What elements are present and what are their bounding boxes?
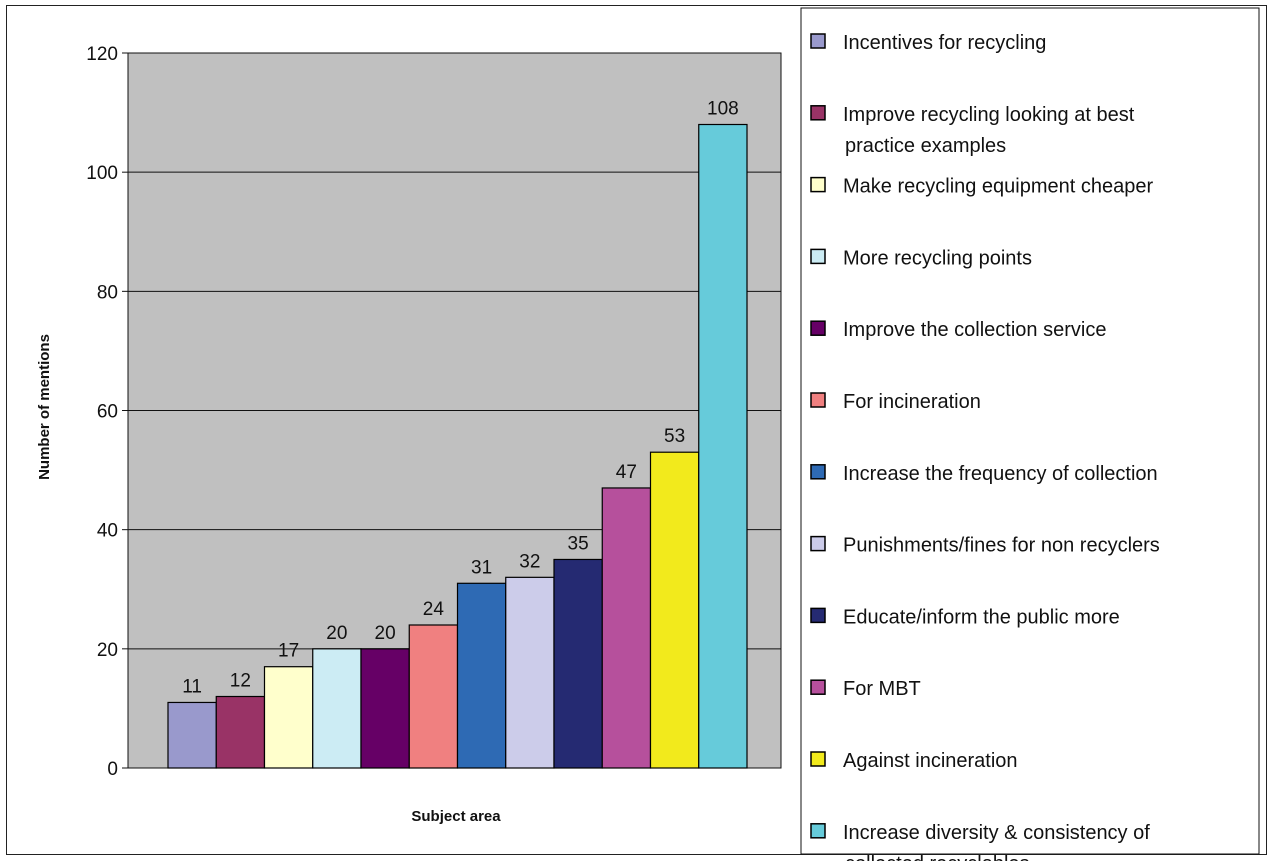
legend-swatch [810, 823, 826, 839]
bar [456, 582, 507, 769]
data-label: 47 [616, 462, 637, 483]
bars [167, 123, 748, 769]
legend-swatch [810, 320, 826, 336]
legend-label: Educate/inform the public more [843, 606, 1120, 628]
legend-item: Increase diversity & consistency of colle… [810, 822, 1150, 861]
y-axis-title: Number of mentions [36, 334, 53, 480]
data-label: 35 [568, 533, 589, 554]
legend-swatch [810, 248, 826, 265]
bar [698, 123, 748, 769]
bar [601, 487, 652, 769]
data-label: 12 [230, 671, 251, 692]
data-labels: 11 12 17 20 20 24 31 32 35 47 53 108 [182, 99, 738, 698]
legend-label: More recycling points [843, 247, 1032, 269]
bar [215, 695, 266, 769]
bar [360, 648, 410, 769]
legend-label: Punishments/fines for non recyclers [843, 535, 1160, 557]
legend-label: Increase the frequency of collection [843, 463, 1158, 485]
bar [408, 624, 459, 769]
legend-swatch [810, 679, 826, 695]
legend-item: More recycling points [810, 247, 1032, 269]
legend-box [800, 7, 1260, 855]
legend-item: For MBT [810, 678, 921, 700]
legend-item: Against incineration [810, 750, 1018, 772]
legend: Incentives for recycling Improve recyclin… [810, 32, 1160, 861]
data-label: 53 [664, 426, 685, 447]
legend-label: Make recycling equipment cheaper [843, 176, 1154, 198]
data-label: 24 [423, 599, 445, 620]
legend-label: Increase diversity & consistency of [843, 822, 1150, 844]
y-tick-label: 80 [97, 282, 118, 303]
legend-swatch [810, 535, 826, 552]
legend-label: For MBT [843, 678, 921, 700]
data-label: 108 [707, 99, 739, 120]
bar [553, 558, 603, 769]
y-tick-label: 40 [97, 521, 118, 542]
data-label: 32 [519, 551, 540, 572]
legend-label: For incineration [843, 391, 981, 413]
legend-swatch [810, 105, 826, 121]
legend-swatch [810, 607, 826, 624]
legend-item: Make recycling equipment cheaper [810, 176, 1154, 198]
legend-label: Improve recycling looking at best [843, 104, 1135, 126]
bar [649, 451, 700, 769]
legend-label: Incentives for recycling [843, 32, 1046, 54]
legend-swatch [810, 392, 826, 408]
legend-item: Punishments/fines for non recyclers [810, 535, 1160, 557]
legend-item: Improve the collection service [810, 319, 1106, 341]
legend-label: Improve the collection service [843, 319, 1106, 341]
x-axis-title: Subject area [411, 808, 501, 825]
legend-label: Against incineration [843, 750, 1018, 772]
figure-border [6, 5, 1267, 855]
legend-label: collected recyclables [845, 853, 1030, 861]
legend-item: For incineration [810, 391, 981, 413]
legend-swatch [810, 33, 826, 49]
legend-item: Educate/inform the public more [810, 606, 1120, 628]
y-tick-label: 60 [97, 402, 118, 423]
bar [312, 648, 362, 769]
legend-item: Improve recycling looking at best practic… [810, 104, 1135, 157]
bar [263, 666, 314, 769]
y-tick-label: 0 [107, 759, 118, 780]
legend-item: Increase the frequency of collection [810, 463, 1158, 485]
data-label: 11 [182, 676, 202, 697]
legend-item: Incentives for recycling [810, 32, 1046, 54]
y-tick-label: 20 [97, 640, 118, 661]
y-tick-label: 120 [86, 44, 118, 65]
y-tick-label: 100 [86, 163, 118, 184]
legend-swatch [810, 751, 826, 767]
legend-label: practice examples [845, 135, 1006, 157]
data-label: 17 [278, 641, 299, 662]
data-label: 31 [471, 557, 492, 578]
legend-swatch [810, 176, 826, 193]
data-label: 20 [326, 623, 347, 644]
data-label: 20 [375, 623, 396, 644]
bar [505, 576, 555, 769]
bar [167, 701, 217, 769]
legend-swatch [810, 464, 826, 480]
